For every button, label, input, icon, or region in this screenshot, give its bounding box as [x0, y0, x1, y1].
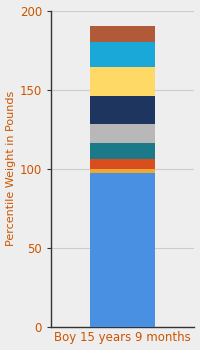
Bar — [90, 159, 155, 169]
Bar — [90, 26, 155, 42]
Bar — [90, 68, 155, 96]
Bar — [90, 96, 155, 124]
Bar — [90, 169, 155, 173]
Bar — [90, 143, 155, 159]
Y-axis label: Percentile Weight in Pounds: Percentile Weight in Pounds — [6, 91, 16, 246]
Bar — [90, 173, 155, 327]
Bar — [90, 124, 155, 143]
Bar — [90, 42, 155, 68]
